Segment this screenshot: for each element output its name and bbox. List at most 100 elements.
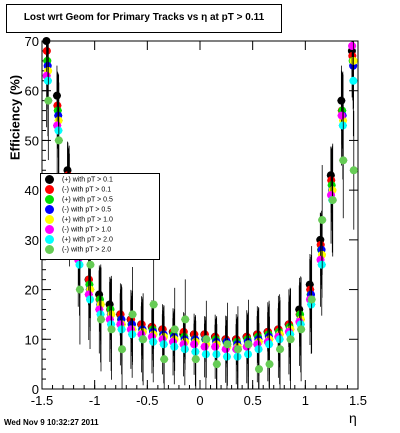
data-point [337, 111, 346, 120]
data-point [200, 342, 209, 351]
data-point [118, 345, 127, 354]
data-point [244, 350, 253, 359]
y-tick-label: 0 [32, 382, 39, 397]
legend-label: (-) with pT > 0.5 [62, 206, 112, 214]
data-point [212, 350, 221, 359]
legend: (+) with pT > 0.1 (-) with pT > 0.1 (+) … [40, 173, 160, 260]
data-point [317, 260, 326, 269]
data-point [86, 295, 95, 304]
data-point [222, 352, 231, 361]
data-point [86, 260, 95, 269]
axes: -1.5 -1 -0.5 0 0.5 1 1.5 0 10 20 30 40 50 60 70 [25, 34, 368, 408]
legend-entry: (-) with pT > 0.1 [45, 185, 111, 195]
data-point [254, 365, 263, 374]
data-point [307, 295, 316, 304]
data-point [128, 330, 137, 339]
legend-label: (+) with pT > 1.0 [62, 216, 113, 224]
data-point [149, 337, 158, 346]
data-point [170, 342, 179, 351]
legend-entry: (+) with pT > 2.0 [45, 235, 113, 245]
data-point [180, 345, 189, 354]
y-tick-label: 10 [25, 332, 39, 347]
legend-label: (+) with pT > 2.0 [62, 236, 113, 244]
data-point [265, 340, 274, 349]
data-point [117, 325, 126, 334]
legend-label: (+) with pT > 0.1 [62, 176, 113, 184]
data-point [75, 285, 84, 294]
data-point [276, 345, 285, 354]
y-tick-label: 50 [25, 133, 39, 148]
data-point [191, 355, 200, 364]
data-point [275, 335, 284, 344]
legend-marker [45, 185, 54, 194]
data-point [254, 345, 263, 354]
data-point [44, 96, 53, 105]
x-tick-label: 1 [302, 393, 309, 408]
data-point [201, 350, 210, 359]
x-tick-label: 0 [196, 393, 203, 408]
data-point [339, 156, 348, 165]
data-point [223, 340, 232, 349]
legend-entry: (-) with pT > 0.5 [45, 205, 111, 215]
y-tick-label: 70 [25, 34, 39, 49]
data-point [43, 76, 52, 85]
legend-marker [45, 175, 54, 184]
data-point [349, 166, 358, 175]
legend-marker [45, 205, 54, 214]
chart-title-box: Lost wrt Geom for Primary Tracks vs η at… [6, 4, 282, 33]
legend-entry: (-) with pT > 1.0 [45, 225, 111, 235]
y-tick-label: 30 [25, 233, 39, 248]
data-point [75, 260, 84, 269]
x-tick-label: 0.5 [244, 393, 262, 408]
x-axis-label: η [349, 410, 357, 426]
data-point [244, 340, 253, 349]
data-point [191, 347, 200, 356]
data-point [349, 76, 358, 85]
y-tick-label: 20 [25, 283, 39, 298]
data-point [159, 340, 168, 349]
data-point [286, 335, 295, 344]
legend-marker [45, 245, 54, 254]
data-point [96, 315, 105, 324]
x-tick-label: -1.5 [31, 393, 53, 408]
data-point [338, 121, 347, 130]
x-tick-label: -0.5 [136, 393, 158, 408]
legend-marker [45, 235, 54, 244]
legend-entry: (+) with pT > 1.0 [45, 215, 113, 225]
data-point [107, 325, 116, 334]
legend-entry: (+) with pT > 0.1 [45, 175, 113, 185]
timestamp: Wed Nov 9 10:32:27 2011 [4, 418, 99, 427]
y-axis-label: Efficiency (%) [7, 74, 23, 161]
data-point [149, 300, 158, 309]
data-point [160, 355, 169, 364]
data-point [128, 310, 137, 319]
data-points [42, 37, 358, 389]
data-point [233, 345, 242, 354]
y-tick-label: 60 [25, 84, 39, 99]
chart-title: Lost wrt Geom for Primary Tracks vs η at… [23, 12, 265, 23]
data-point [170, 325, 179, 334]
legend-entry: (-) with pT > 2.0 [45, 245, 111, 255]
x-tick-label: -1 [89, 393, 101, 408]
data-point [54, 126, 63, 135]
legend-marker [45, 225, 54, 234]
data-point [54, 136, 63, 145]
data-point [297, 325, 306, 334]
data-point [212, 360, 221, 369]
legend-label: (+) with pT > 0.5 [62, 196, 113, 204]
legend-marker [45, 215, 54, 224]
data-point [233, 352, 242, 361]
data-point [328, 196, 337, 205]
x-tick-label: 1.5 [349, 393, 367, 408]
data-point [202, 335, 211, 344]
data-point [348, 41, 357, 50]
legend-label: (-) with pT > 1.0 [62, 226, 112, 234]
legend-label: (-) with pT > 2.0 [62, 246, 112, 254]
data-point [318, 215, 327, 224]
y-tick-label: 40 [25, 183, 39, 198]
legend-entry: (+) with pT > 0.5 [45, 195, 113, 205]
data-point [211, 342, 220, 351]
legend-marker [45, 195, 54, 204]
data-point [139, 335, 148, 344]
